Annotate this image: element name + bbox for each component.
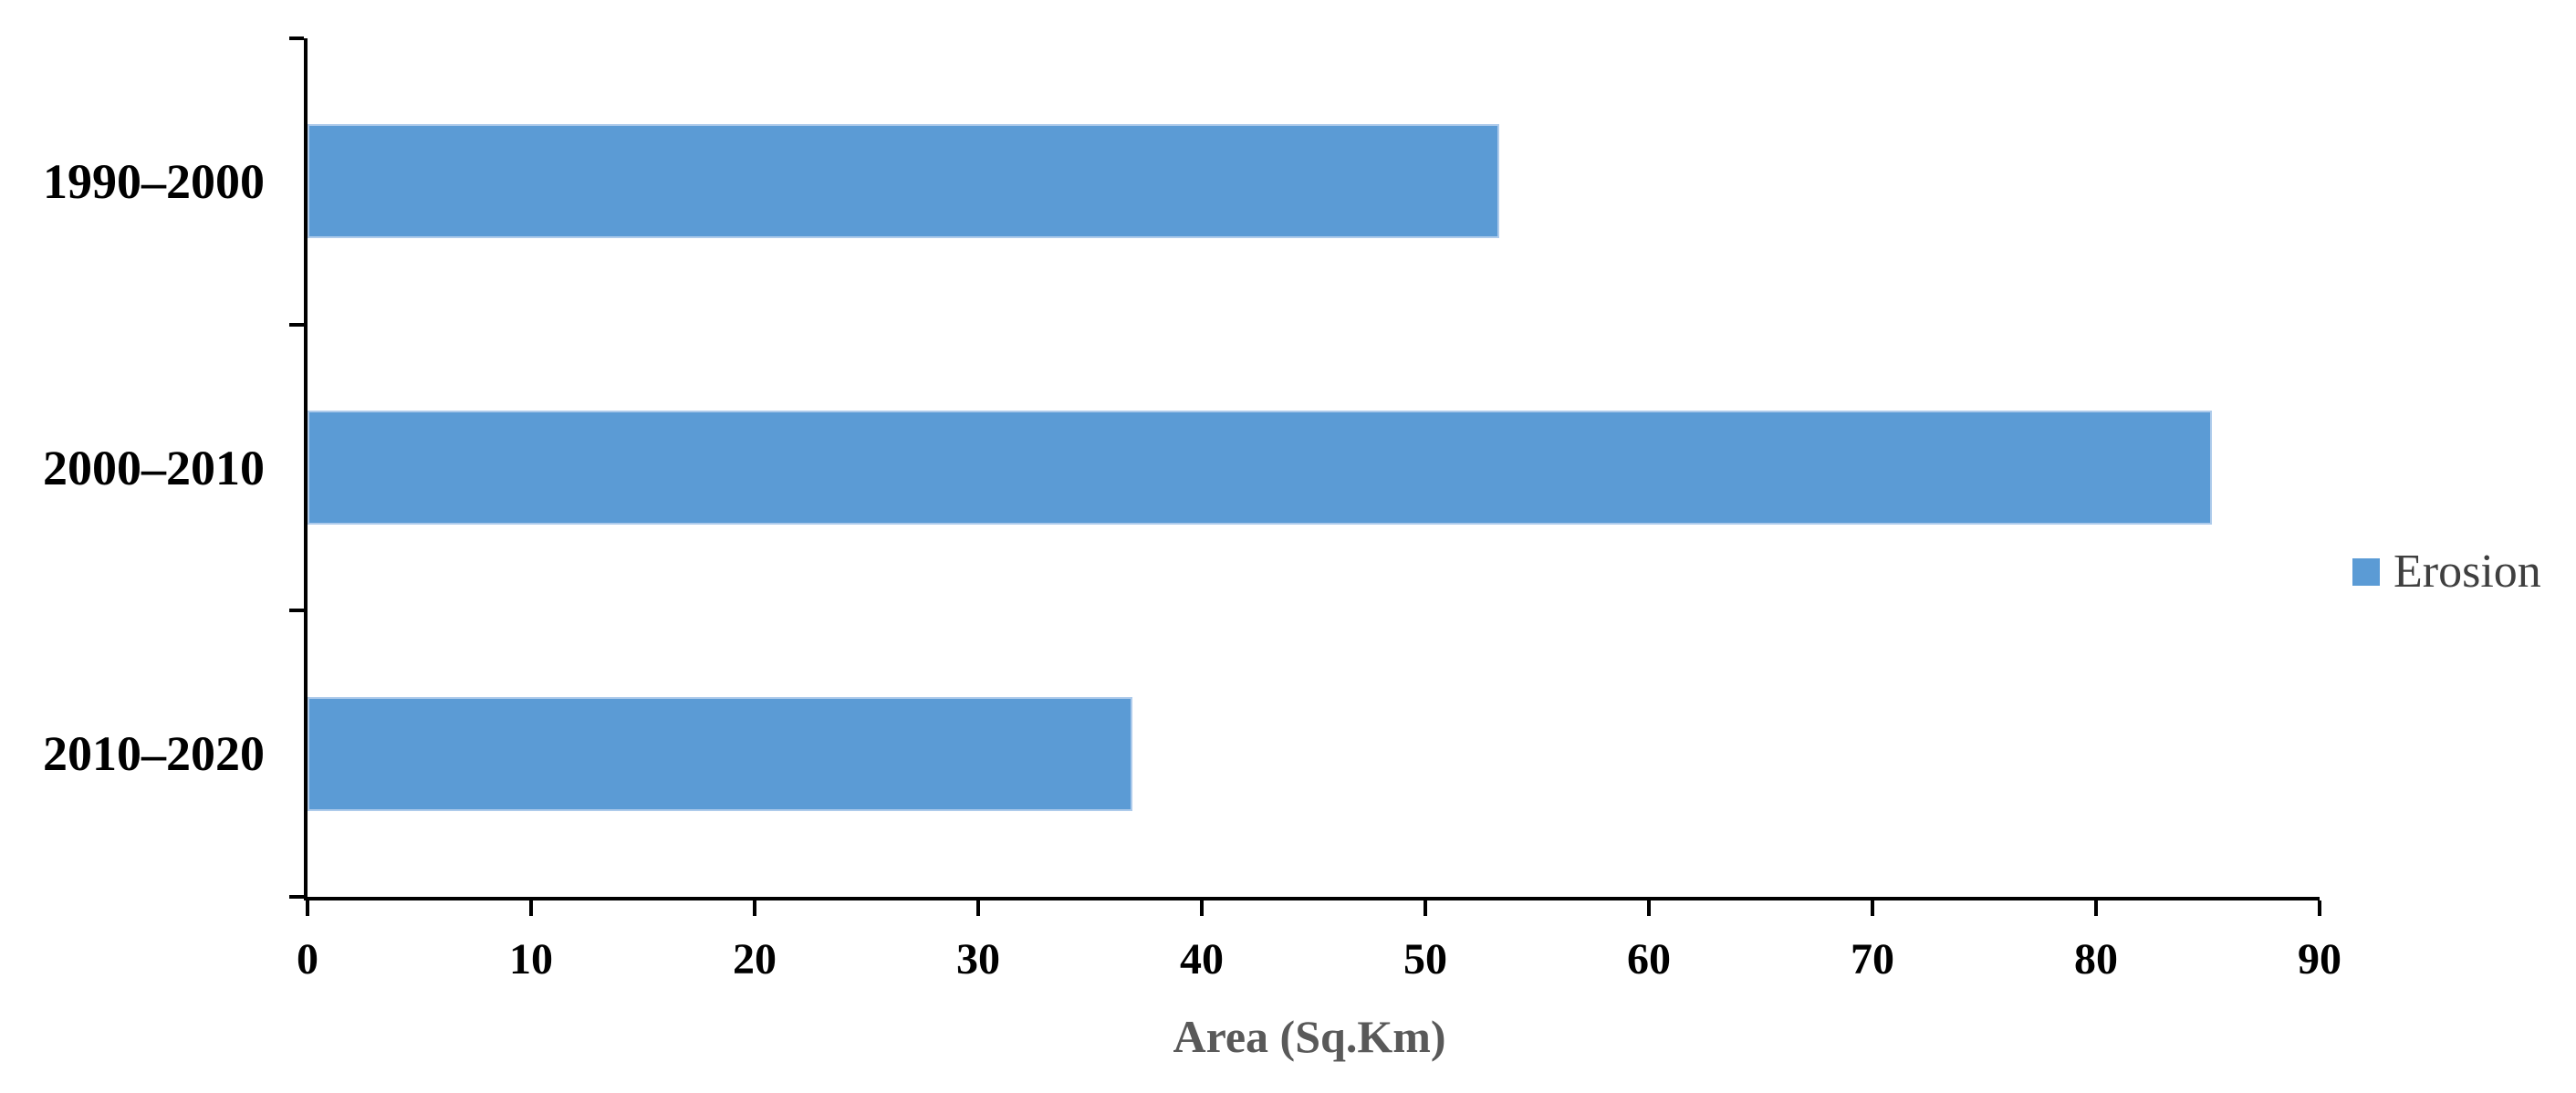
x-axis-tick <box>2318 900 2321 916</box>
x-axis-title: Area (Sq.Km) <box>1173 1011 1446 1062</box>
category-label-2010–2020: 2010–2020 <box>43 726 265 782</box>
x-tick-label-70: 70 <box>1851 935 1894 984</box>
legend-label: Erosion <box>2393 546 2541 598</box>
x-tick-label-80: 80 <box>2074 935 2118 984</box>
x-tick-label-30: 30 <box>956 935 1000 984</box>
x-tick-label-60: 60 <box>1627 935 1671 984</box>
y-axis-tick <box>289 895 304 899</box>
x-tick-label-90: 90 <box>2298 935 2341 984</box>
bar-2000–2010 <box>308 411 2213 525</box>
legend: Erosion <box>2352 548 2541 596</box>
legend-swatch-icon <box>2352 558 2380 586</box>
bar-1990–2000 <box>308 124 1499 239</box>
y-axis-tick <box>289 609 304 613</box>
plot-area <box>289 36 2321 916</box>
x-tick-label-50: 50 <box>1403 935 1447 984</box>
x-axis-tick <box>1200 900 1204 916</box>
x-tick-label-20: 20 <box>733 935 777 984</box>
x-axis-tick <box>529 900 533 916</box>
y-axis-tick <box>289 322 304 327</box>
x-tick-label-10: 10 <box>509 935 553 984</box>
x-axis-tick <box>1424 900 1427 916</box>
x-axis-tick <box>1647 900 1651 916</box>
category-label-1990–2000: 1990–2000 <box>43 153 265 209</box>
y-axis-tick <box>289 36 304 40</box>
x-axis-tick <box>976 900 980 916</box>
category-label-2000–2010: 2000–2010 <box>43 440 265 495</box>
x-axis-tick <box>2094 900 2098 916</box>
x-tick-label-0: 0 <box>297 935 318 984</box>
x-axis-tick <box>306 900 309 916</box>
bar-2010–2020 <box>308 696 1133 811</box>
x-axis-tick <box>753 900 756 916</box>
x-axis-tick <box>1871 900 1874 916</box>
x-tick-label-40: 40 <box>1180 935 1224 984</box>
